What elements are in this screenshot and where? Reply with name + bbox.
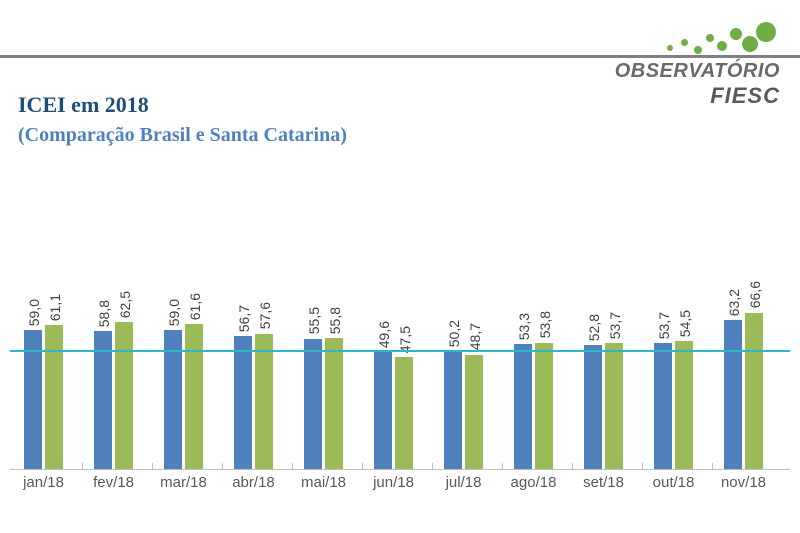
x-axis-label: ago/18: [499, 474, 569, 491]
bar-value-label: 62,5: [117, 291, 133, 318]
x-axis-label: jan/18: [9, 474, 79, 491]
bar-value-label: 49,6: [376, 321, 392, 348]
logo-dot: [667, 45, 673, 51]
bar-santa-catarina: 62,5: [115, 322, 133, 469]
bar-value-label: 56,7: [236, 305, 252, 332]
bar-value-label: 53,8: [537, 311, 553, 338]
bar-brasil: 49,6: [374, 352, 392, 469]
plot-area: 59,061,158,862,559,061,656,757,655,555,8…: [10, 160, 790, 470]
x-axis-label: nov/18: [709, 474, 779, 491]
x-tick: [152, 463, 153, 469]
x-axis-label: abr/18: [219, 474, 289, 491]
x-tick: [712, 463, 713, 469]
logo-dot: [681, 39, 688, 46]
x-tick: [642, 463, 643, 469]
bar-santa-catarina: 54,5: [675, 341, 693, 469]
bar-value-label: 66,6: [747, 281, 763, 308]
bar-value-label: 50,2: [446, 320, 462, 347]
bar-santa-catarina: 47,5: [395, 357, 413, 469]
bar-santa-catarina: 61,6: [185, 324, 203, 469]
bar-value-label: 53,7: [607, 312, 623, 339]
bar-value-label: 55,8: [327, 307, 343, 334]
chart-titles: ICEI em 2018 (Comparação Brasil e Santa …: [18, 92, 347, 147]
x-axis: jan/18fev/18mar/18abr/18mai/18jun/18jul/…: [10, 474, 790, 498]
icei-chart: 59,061,158,862,559,061,656,757,655,555,8…: [0, 160, 800, 500]
bar-santa-catarina: 66,6: [745, 313, 763, 470]
x-axis-label: mai/18: [289, 474, 359, 491]
x-axis-label: set/18: [569, 474, 639, 491]
x-tick: [432, 463, 433, 469]
bar-brasil: 50,2: [444, 351, 462, 469]
bar-value-label: 58,8: [96, 300, 112, 327]
bar-value-label: 53,3: [516, 313, 532, 340]
logo-text-top: OBSERVATÓRIO: [615, 60, 780, 83]
bar-santa-catarina: 53,7: [605, 343, 623, 469]
bar-value-label: 59,0: [26, 299, 42, 326]
x-tick: [362, 463, 363, 469]
bar-value-label: 48,7: [467, 323, 483, 350]
logo-dots: [650, 20, 780, 60]
bar-value-label: 61,1: [47, 294, 63, 321]
bar-brasil: 63,2: [724, 320, 742, 469]
x-tick: [82, 463, 83, 469]
bar-brasil: 58,8: [94, 331, 112, 469]
logo-text-bottom: FIESC: [615, 83, 780, 109]
reference-line: [10, 350, 790, 352]
bar-santa-catarina: 53,8: [535, 343, 553, 469]
logo-dot: [730, 28, 742, 40]
x-tick: [292, 463, 293, 469]
bar-brasil: 53,3: [514, 344, 532, 469]
logo-block: OBSERVATÓRIO FIESC: [615, 20, 780, 109]
bar-santa-catarina: 57,6: [255, 334, 273, 469]
logo-dot: [717, 41, 727, 51]
bar-santa-catarina: 61,1: [45, 325, 63, 469]
title-main: ICEI em 2018: [18, 92, 347, 118]
x-tick: [572, 463, 573, 469]
bar-value-label: 55,5: [306, 307, 322, 334]
bar-brasil: 52,8: [584, 345, 602, 469]
x-tick: [222, 463, 223, 469]
x-tick: [502, 463, 503, 469]
logo-dot: [756, 22, 776, 42]
x-axis-label: mar/18: [149, 474, 219, 491]
bar-value-label: 63,2: [726, 289, 742, 316]
bar-value-label: 61,6: [187, 293, 203, 320]
bar-value-label: 57,6: [257, 302, 273, 329]
logo-dot: [694, 46, 702, 54]
bar-santa-catarina: 48,7: [465, 355, 483, 469]
logo-dot: [742, 36, 758, 52]
bar-santa-catarina: 55,8: [325, 338, 343, 469]
bar-value-label: 52,8: [586, 314, 602, 341]
bar-value-label: 53,7: [656, 312, 672, 339]
x-axis-label: out/18: [639, 474, 709, 491]
bar-value-label: 59,0: [166, 299, 182, 326]
title-sub: (Comparação Brasil e Santa Catarina): [18, 124, 347, 147]
x-axis-label: jun/18: [359, 474, 429, 491]
bar-brasil: 56,7: [234, 336, 252, 469]
bar-brasil: 53,7: [654, 343, 672, 469]
logo-dot: [706, 34, 714, 42]
x-axis-label: fev/18: [79, 474, 149, 491]
bar-value-label: 54,5: [677, 310, 693, 337]
x-axis-label: jul/18: [429, 474, 499, 491]
bar-brasil: 55,5: [304, 339, 322, 469]
